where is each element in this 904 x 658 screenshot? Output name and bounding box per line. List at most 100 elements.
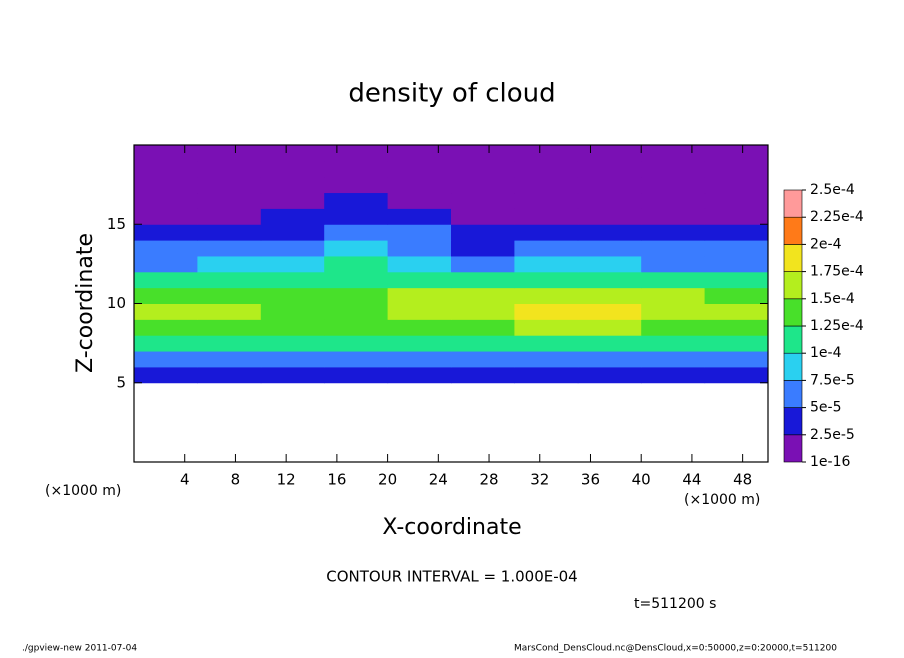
colorbar-label: 1.5e-4 [810, 291, 855, 307]
heat-cell [704, 160, 769, 178]
heat-cell [641, 287, 706, 304]
heat-cell [514, 303, 579, 320]
heat-cell [134, 319, 198, 336]
time-note: t=511200 s [634, 596, 716, 612]
heat-cell [577, 303, 642, 320]
heat-cell [641, 176, 706, 194]
heat-cell [387, 208, 452, 225]
heat-cell [387, 240, 452, 257]
heat-cell [260, 176, 325, 194]
heat-cell [197, 255, 262, 273]
heat-cell [577, 240, 642, 257]
heat-cell [260, 271, 325, 289]
colorbar-label: 5e-5 [810, 400, 841, 416]
heat-cell [704, 192, 769, 209]
heat-cell [704, 240, 769, 257]
heat-cell [451, 224, 515, 241]
heat-cell [577, 192, 642, 209]
x-tick-label: 44 [682, 471, 701, 489]
colorbar-band [783, 407, 803, 436]
heat-cell [451, 335, 515, 352]
heat-cell [514, 319, 579, 336]
heat-cell [577, 160, 642, 178]
heat-cell [451, 160, 515, 178]
footer-left: ./gpview-new 2011-07-04 [22, 644, 137, 654]
x-tick-label: 48 [733, 471, 752, 489]
colorbar-band [783, 380, 803, 408]
x-tick-label: 16 [327, 471, 346, 489]
heat-cell [451, 145, 515, 162]
heat-cell [704, 366, 769, 384]
heat-cell [704, 145, 769, 162]
heat-cell [387, 366, 452, 384]
x-tick-label: 28 [479, 471, 498, 489]
heat-cell [704, 335, 769, 352]
heat-cell [641, 145, 706, 162]
heat-cell [197, 208, 262, 225]
heat-cell [704, 176, 769, 194]
heat-cell [514, 240, 579, 257]
heat-cell [387, 224, 452, 241]
x-tick-label: 12 [277, 471, 296, 489]
heat-cell [641, 208, 706, 225]
heat-cell [324, 319, 389, 336]
heat-cell [451, 192, 515, 209]
heat-cell [197, 145, 262, 162]
heat-cell [134, 224, 198, 241]
heat-cell [134, 351, 198, 368]
x-tick-label: 40 [632, 471, 651, 489]
heat-cell [577, 287, 642, 304]
heat-cell [197, 176, 262, 194]
heat-cell [260, 255, 325, 273]
colorbar-band [783, 325, 803, 354]
heat-cell [514, 351, 579, 368]
heat-cell [260, 160, 325, 178]
heat-cell [451, 351, 515, 368]
heat-cell [577, 224, 642, 241]
y-tick-label: 10 [107, 294, 126, 312]
heat-cell [514, 192, 579, 209]
heat-cell [324, 303, 389, 320]
heat-cell [324, 351, 389, 368]
heat-cell [577, 208, 642, 225]
heat-cell [387, 176, 452, 194]
heat-cell [134, 255, 198, 273]
heat-cell [451, 287, 515, 304]
heat-cell [641, 224, 706, 241]
y-tick-label: 15 [107, 215, 126, 233]
colorbar-band [783, 271, 803, 300]
heat-cell [197, 240, 262, 257]
heat-cell [451, 240, 515, 257]
axes: 4 8 12 16 20 24 28 32 36 40 44 48510151e-162.5e-55e… [107, 144, 864, 489]
heat-cell [197, 192, 262, 209]
heat-cell [134, 335, 198, 352]
y-tick-label: 5 [116, 373, 126, 391]
y-axis-label: Z-coordinate [73, 233, 98, 373]
heat-cell [641, 351, 706, 368]
heat-cell [704, 319, 769, 336]
colorbar-label: 2e-4 [810, 236, 842, 252]
y-unit: (×1000 m) [45, 483, 121, 499]
heat-cell [260, 224, 325, 241]
heat-cell [387, 160, 452, 178]
heat-cell [704, 224, 769, 241]
heat-cell [134, 366, 198, 384]
heat-cell [324, 224, 389, 241]
heat-cell [260, 145, 325, 162]
footer-right: MarsCond_DensCloud.nc@DensCloud,x=0:5000… [514, 644, 837, 654]
heat-cell [197, 366, 262, 384]
heat-cell [387, 255, 452, 273]
heat-cell [641, 366, 706, 384]
heat-cell [704, 208, 769, 225]
heat-cell [134, 271, 198, 289]
heat-cell [641, 192, 706, 209]
heat-cell [134, 240, 198, 257]
heat-cell [324, 271, 389, 289]
colorbar-label: 7.5e-5 [810, 372, 855, 388]
heat-cell [704, 351, 769, 368]
x-unit: (×1000 m) [684, 492, 760, 508]
heat-cell [134, 176, 198, 194]
heat-cell [197, 271, 262, 289]
heat-cell [260, 319, 325, 336]
